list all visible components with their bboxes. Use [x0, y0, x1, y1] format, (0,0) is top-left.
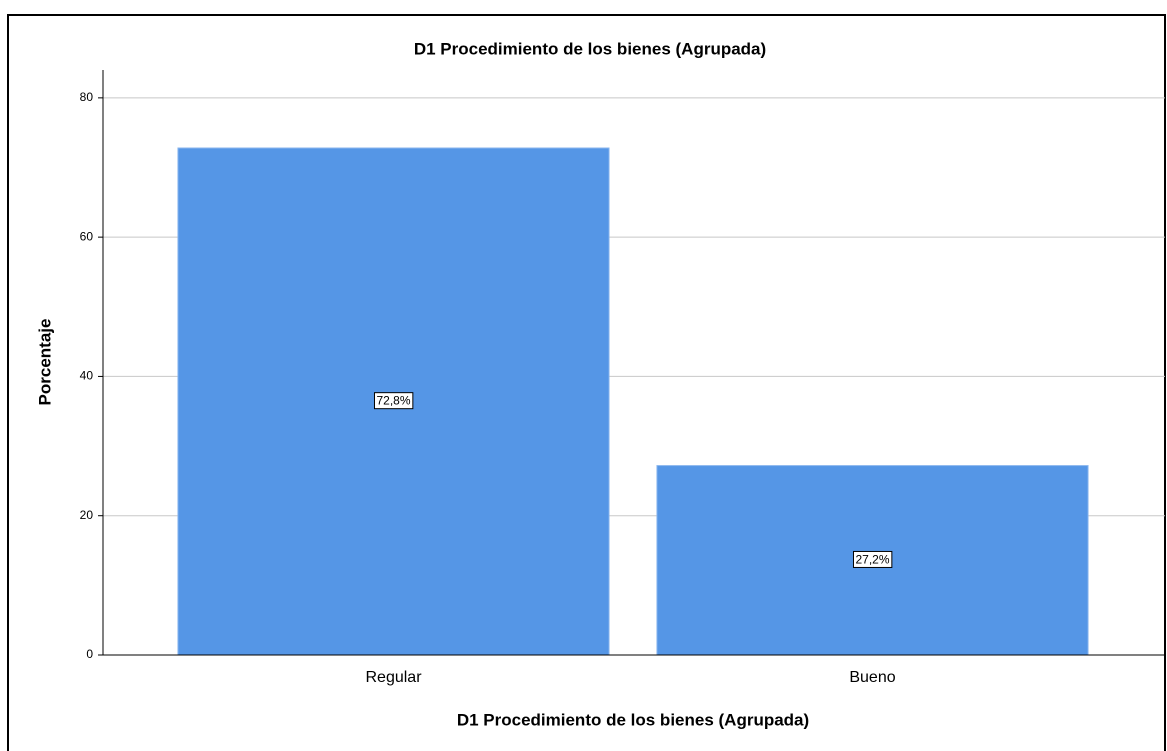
- value-label: 72,8%: [376, 394, 410, 408]
- x-tick-label: Regular: [365, 669, 422, 686]
- value-label: 27,2%: [855, 552, 889, 566]
- value-label-box: [852, 550, 893, 568]
- x-tick-label: Bueno: [849, 669, 895, 686]
- y-tick-label: 20: [80, 508, 94, 522]
- chart-title: D1 Procedimiento de los bienes (Agrupada…: [414, 39, 766, 58]
- y-tick-label: 40: [80, 369, 94, 383]
- y-tick-label: 60: [80, 229, 94, 243]
- y-tick-label: 80: [80, 90, 94, 104]
- y-axis-label: Porcentaje: [35, 319, 54, 406]
- value-label-box: [373, 392, 414, 410]
- x-axis-label: D1 Procedimiento de los bienes (Agrupada…: [457, 710, 809, 729]
- y-tick-label: 0: [86, 647, 93, 661]
